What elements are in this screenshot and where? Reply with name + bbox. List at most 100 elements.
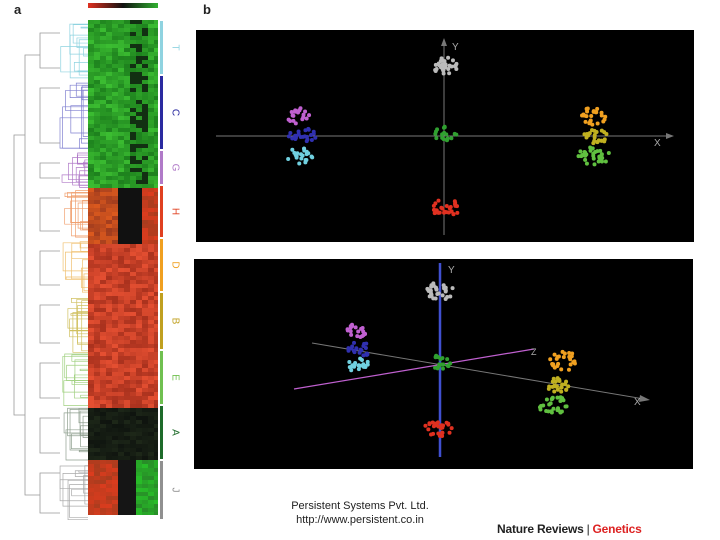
- heatmap-cell: [100, 320, 106, 324]
- heatmap-cell: [124, 424, 130, 428]
- heatmap-cell: [130, 480, 136, 484]
- heatmap-cell: [154, 456, 158, 460]
- heatmap-cell: [94, 456, 100, 460]
- heatmap-cell: [130, 272, 136, 276]
- scatter-point-cyan: [297, 161, 302, 166]
- scatter-point-green: [584, 161, 589, 166]
- heatmap-cell: [112, 92, 118, 96]
- heatmap-cell: [124, 428, 130, 432]
- heatmap-cell: [130, 400, 136, 404]
- heatmap-cell: [136, 312, 142, 316]
- dendrogram-branch: [83, 161, 88, 167]
- heatmap-cell: [106, 260, 112, 264]
- heatmap-cell: [142, 352, 148, 356]
- heatmap-cell: [94, 28, 100, 32]
- heatmap-cell: [100, 132, 106, 136]
- heatmap-cell: [124, 460, 130, 464]
- heatmap-cell: [88, 116, 94, 120]
- scatter-point-olive: [566, 384, 571, 389]
- heatmap-cell: [88, 284, 94, 288]
- heatmap-cell: [124, 204, 130, 208]
- heatmap-cell: [112, 100, 118, 104]
- heatmap-cell: [106, 436, 112, 440]
- scatter-point-cyan: [303, 158, 308, 163]
- heatmap-cell: [130, 344, 136, 348]
- heatmap-cell: [88, 404, 94, 408]
- heatmap-cell: [106, 472, 112, 476]
- heatmap-cell: [94, 236, 100, 240]
- scatter-point-grey: [433, 285, 438, 290]
- scatter-point-center-green: [442, 124, 447, 129]
- scatter-point-cyan: [309, 154, 314, 159]
- heatmap-cell: [112, 56, 118, 60]
- heatmap-cell: [130, 336, 136, 340]
- heatmap-cell: [130, 440, 136, 444]
- heatmap-cell: [124, 40, 130, 44]
- heatmap-cell: [106, 348, 112, 352]
- heatmap-cell: [154, 84, 158, 88]
- heatmap-cell: [94, 88, 100, 92]
- heatmap-cell: [136, 160, 142, 164]
- heatmap-cell: [118, 308, 124, 312]
- dendrogram-branch: [39, 87, 60, 144]
- heatmap-cell: [100, 92, 106, 96]
- scatter-point-green: [590, 146, 595, 151]
- heatmap-cell: [130, 80, 136, 84]
- heatmap-cell: [118, 36, 124, 40]
- heatmap-cell: [136, 88, 142, 92]
- heatmap-cell: [100, 484, 106, 488]
- heatmap-cell: [154, 92, 158, 96]
- heatmap-cell: [88, 456, 94, 460]
- heatmap-cell: [106, 96, 112, 100]
- heatmap-cell: [112, 436, 118, 440]
- heatmap-cell: [136, 420, 142, 424]
- scatter-point-grey: [443, 289, 448, 294]
- heatmap-cell: [100, 196, 106, 200]
- heatmap-cell: [100, 180, 106, 184]
- heatmap-cell: [94, 108, 100, 112]
- heatmap-cell: [124, 464, 130, 468]
- heatmap-cell: [130, 424, 136, 428]
- heatmap-cell: [100, 168, 106, 172]
- scatter-point-orange: [595, 106, 600, 111]
- scatter-point-orange: [552, 352, 557, 357]
- heatmap-cell: [112, 392, 118, 396]
- heatmap-cell: [124, 172, 130, 176]
- heatmap-cell: [100, 76, 106, 80]
- heatmap-cell: [88, 416, 94, 420]
- heatmap-cell: [130, 432, 136, 436]
- heatmap-cell: [118, 280, 124, 284]
- dendrogram-branch: [78, 450, 88, 453]
- heatmap-cell: [136, 472, 142, 476]
- heatmap-cell: [124, 220, 130, 224]
- heatmap-cell: [148, 372, 154, 376]
- heatmap-cell: [136, 72, 142, 76]
- heatmap-cell: [112, 116, 118, 120]
- heatmap-cell: [142, 280, 148, 284]
- heatmap-cell: [100, 356, 106, 360]
- heatmap-cell: [118, 60, 124, 64]
- dendrogram-branch: [59, 479, 88, 490]
- heatmap-cell: [148, 404, 154, 408]
- heatmap-cell: [100, 428, 106, 432]
- heatmap-cell: [154, 116, 158, 120]
- heatmap-cell: [148, 92, 154, 96]
- heatmap-cell: [130, 248, 136, 252]
- heatmap-cell: [118, 388, 124, 392]
- cluster-letter-d: D: [169, 261, 180, 268]
- scatter-point-cyan: [294, 153, 299, 158]
- scatter-point-cyan: [347, 360, 352, 365]
- heatmap-cell: [142, 228, 148, 232]
- heatmap-cell: [142, 448, 148, 452]
- heatmap-cell: [154, 148, 158, 152]
- heatmap-cell: [130, 380, 136, 384]
- heatmap-cell: [118, 260, 124, 264]
- heatmap-cell: [118, 460, 124, 464]
- heatmap-cell: [130, 352, 136, 356]
- scatter-point-center-green: [440, 366, 445, 371]
- dendrogram-branch: [79, 241, 88, 249]
- heatmap-cell: [88, 140, 94, 144]
- heatmap-cell: [130, 128, 136, 132]
- heatmap-cell: [100, 260, 106, 264]
- heatmap-cell: [148, 468, 154, 472]
